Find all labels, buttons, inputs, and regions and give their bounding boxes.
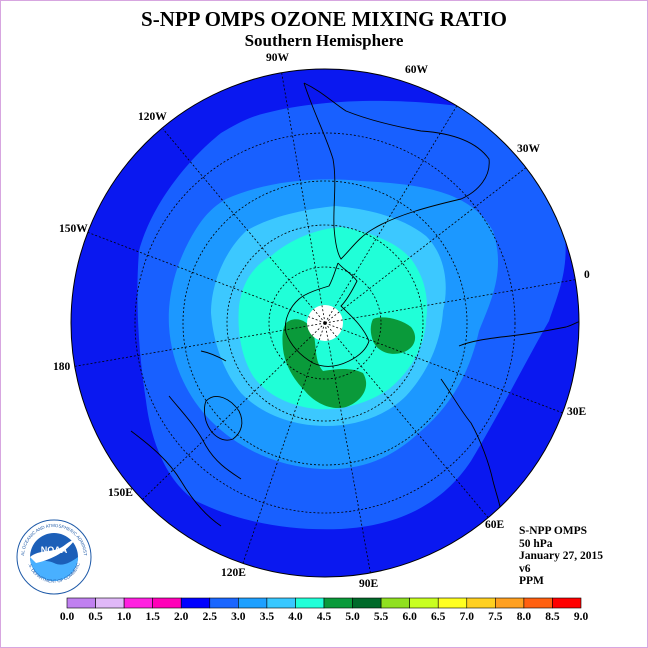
meridian-lines bbox=[71, 69, 579, 577]
info-version: v6 bbox=[519, 562, 531, 575]
figure-title: S-NPP OMPS OZONE MIXING RATIO bbox=[141, 7, 507, 31]
coastlines bbox=[130, 82, 579, 527]
colorbar-tick-label: 5.5 bbox=[373, 611, 389, 623]
lon-label-150w: 150W bbox=[59, 223, 88, 235]
lon-label-60w: 60W bbox=[405, 64, 428, 76]
figure-subtitle: Southern Hemisphere bbox=[244, 31, 404, 50]
lon-label-90w: 90W bbox=[266, 52, 289, 64]
colorbar-tick-label: 8.0 bbox=[516, 611, 532, 623]
info-pressure-level: 50 hPa bbox=[519, 537, 553, 550]
lon-label-180: 180 bbox=[53, 361, 71, 373]
lon-label-30w: 30W bbox=[517, 143, 540, 155]
info-date: January 27, 2015 bbox=[519, 550, 604, 562]
colorbar-swatch bbox=[152, 597, 182, 609]
colorbar-swatch bbox=[95, 597, 125, 609]
info-instrument: S-NPP OMPS bbox=[519, 525, 588, 537]
colorbar-swatch bbox=[380, 597, 410, 609]
noaa-logo-text: NOAA bbox=[41, 545, 68, 555]
colorbar-tick-label: 2.5 bbox=[202, 611, 217, 623]
lon-label-60e: 60E bbox=[485, 519, 505, 531]
colorbar-swatch bbox=[437, 597, 468, 609]
colorbar bbox=[66, 597, 582, 609]
lon-label-150e: 150E bbox=[108, 487, 133, 499]
colorbar-swatch bbox=[180, 597, 211, 609]
colorbar-tick-label: 2.0 bbox=[174, 611, 189, 623]
lon-label-120w: 120W bbox=[138, 111, 167, 123]
map-boundary bbox=[70, 68, 580, 578]
colorbar-swatch bbox=[495, 597, 525, 609]
colorbar-swatch bbox=[523, 597, 553, 609]
colorbar-swatch bbox=[352, 597, 382, 609]
colorbar-tick-label: 5.0 bbox=[345, 611, 360, 623]
colorbar-tick-label: 1.0 bbox=[116, 611, 132, 623]
colorbar-tick-label: 6.0 bbox=[402, 611, 417, 623]
colorbar-swatch bbox=[323, 597, 353, 609]
lon-label-30e: 30E bbox=[567, 406, 587, 418]
lon-label-0: 0 bbox=[584, 269, 590, 281]
colorbar-tick-label: 6.5 bbox=[431, 611, 446, 623]
colorbar-tick-label: 7.0 bbox=[459, 611, 474, 623]
colorbar-swatch bbox=[123, 597, 153, 609]
band-4-5-west bbox=[282, 319, 367, 409]
colorbar-tick-label: 0.0 bbox=[59, 611, 75, 623]
colorbar-tick-label: 1.5 bbox=[145, 611, 160, 623]
colorbar-tick-label: 7.5 bbox=[488, 611, 503, 623]
colorbar-swatch bbox=[466, 597, 496, 609]
noaa-logo: NOAA NATIONAL OCEANIC AND ATMOSPHERIC AD… bbox=[16, 519, 92, 595]
colorbar-tick-label: 8.5 bbox=[545, 611, 560, 623]
colorbar-swatch bbox=[295, 597, 325, 609]
info-units: PPM bbox=[519, 575, 544, 587]
colorbar-swatch bbox=[266, 597, 296, 609]
colorbar-tick-label: 3.0 bbox=[231, 611, 246, 623]
lon-label-120e: 120E bbox=[221, 567, 246, 579]
colorbar-swatch bbox=[552, 597, 582, 609]
lon-label-90e: 90E bbox=[359, 578, 379, 590]
colorbar-swatch bbox=[238, 597, 268, 609]
colorbar-swatch bbox=[409, 597, 439, 609]
colorbar-tick-label: 4.0 bbox=[288, 611, 303, 623]
colorbar-tick-label: 4.5 bbox=[316, 611, 332, 623]
colorbar-swatch bbox=[209, 597, 239, 609]
colorbar-tick-label: 0.5 bbox=[88, 611, 103, 623]
colorbar-tick-label: 9.0 bbox=[573, 611, 589, 623]
info-block: S-NPP OMPS 50 hPa January 27, 2015 v6 PP… bbox=[519, 525, 603, 588]
latitude-circles bbox=[134, 132, 516, 514]
colorbar-tick-label: 3.5 bbox=[259, 611, 275, 623]
colorbar-swatch bbox=[66, 597, 96, 609]
